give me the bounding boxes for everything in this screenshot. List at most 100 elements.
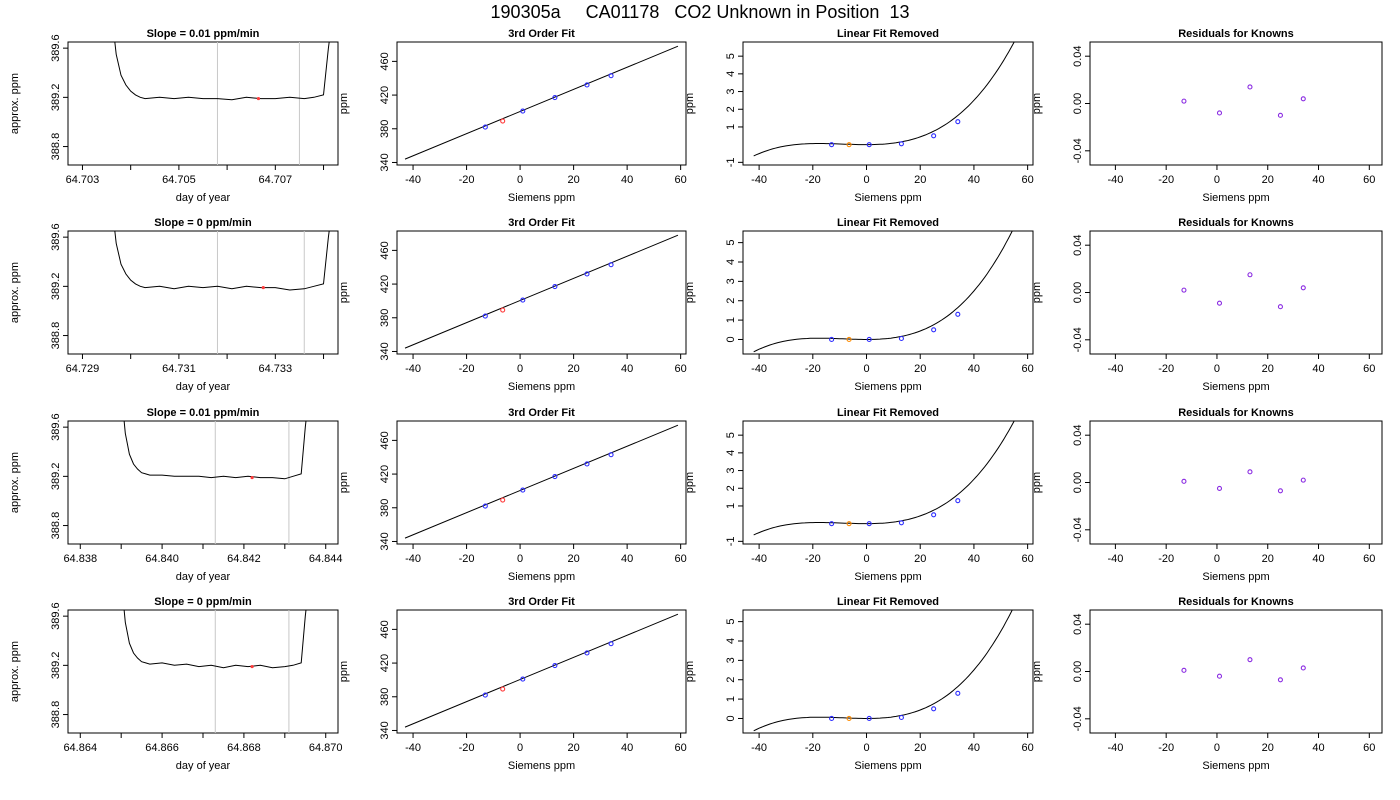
y-tick-label: 1	[725, 503, 737, 509]
y-tick-label: 388.8	[50, 701, 62, 729]
x-tick-label: 0	[517, 742, 523, 754]
x-tick-label: -40	[751, 742, 767, 754]
unknown-point	[846, 715, 852, 722]
x-tick-label: 60	[1363, 363, 1375, 375]
x-axis-label: day of year	[176, 381, 231, 393]
fit-line	[404, 613, 679, 728]
y-tick-label: 3	[725, 88, 737, 94]
x-tick-label: 60	[675, 742, 687, 754]
x-tick-label: 64.731	[162, 363, 196, 375]
x-tick-label: -20	[805, 363, 821, 375]
x-tick-label: 20	[914, 363, 926, 375]
x-tick-label: 40	[1312, 363, 1324, 375]
residual-point	[1216, 110, 1223, 116]
drift-trace	[114, 42, 330, 101]
x-tick-label: -40	[405, 553, 421, 565]
x-tick-label: 40	[968, 742, 980, 754]
unknown-average-marker	[261, 285, 265, 290]
y-tick-label: -1	[725, 157, 737, 167]
y-tick-label: 460	[379, 52, 391, 70]
y-tick-label: 0.00	[1072, 661, 1084, 682]
x-tick-label: 40	[968, 553, 980, 565]
residual-point	[1300, 96, 1306, 102]
residual-point	[1247, 469, 1253, 475]
residual-curve	[753, 610, 1013, 732]
y-axis-label: approx. ppm	[9, 73, 21, 134]
panel-drift-row3: Slope = 0.01 ppm/min day of year approx. p…	[9, 407, 343, 583]
known-point	[931, 133, 937, 139]
panel-lfr-row3: Linear Fit Removed Siemens ppm ppm -40 -20 0 2…	[684, 407, 1034, 583]
y-tick-label: 380	[379, 499, 391, 517]
x-tick-label: -20	[805, 742, 821, 754]
known-point	[931, 327, 937, 333]
panel-title: 3rd Order Fit	[508, 28, 575, 40]
plot-area	[1181, 469, 1306, 494]
plot-frame	[1089, 420, 1383, 545]
y-tick-label: 460	[379, 241, 391, 259]
x-tick-label: -20	[1158, 742, 1174, 754]
residual-point	[1300, 477, 1306, 483]
plot-frame	[1089, 41, 1383, 166]
x-tick-label: 20	[1262, 363, 1274, 375]
known-point	[898, 335, 904, 342]
known-point	[955, 119, 961, 125]
x-tick-label: -40	[405, 174, 421, 186]
x-tick-label: -40	[1107, 174, 1123, 186]
x-tick-label: -40	[751, 363, 767, 375]
y-tick-label: 389.2	[50, 84, 62, 112]
x-tick-label: -20	[805, 553, 821, 565]
y-axis-label: ppm	[338, 282, 350, 303]
y-tick-label: 389.6	[50, 602, 62, 630]
x-axis-label: Siemens ppm	[508, 381, 575, 393]
known-point	[829, 521, 835, 527]
x-tick-label: -40	[751, 553, 767, 565]
panel-title: Linear Fit Removed	[837, 596, 939, 608]
x-tick-label: -40	[405, 363, 421, 375]
known-point	[552, 474, 558, 480]
plot-area	[114, 231, 330, 354]
known-point	[931, 512, 937, 518]
x-tick-label: 64.844	[309, 553, 343, 565]
y-tick-label: -0.04	[1072, 517, 1084, 542]
panel-drift-row1: Slope = 0.01 ppm/min day of year approx. p…	[9, 28, 339, 204]
panel-resid-row3: Residuals for Knowns Siemens ppm ppm -40 -20…	[1031, 407, 1383, 583]
panel-title: Slope = 0 ppm/min	[154, 596, 252, 608]
x-tick-label: 40	[621, 363, 633, 375]
y-tick-label: 0.00	[1072, 472, 1084, 493]
y-tick-label: 389.6	[50, 413, 62, 441]
y-tick-label: 460	[379, 620, 391, 638]
known-point	[829, 715, 835, 722]
y-tick-label: 420	[379, 86, 391, 104]
x-tick-label: 20	[567, 553, 579, 565]
plot-frame	[396, 420, 687, 545]
y-tick-label: 3	[725, 657, 737, 663]
known-point	[520, 487, 526, 493]
x-tick-label: 40	[1312, 174, 1324, 186]
unknown-average-marker	[250, 664, 254, 669]
fit-line	[404, 45, 679, 160]
x-tick-label: -40	[405, 742, 421, 754]
residual-point	[1216, 485, 1223, 491]
y-tick-label: -0.04	[1072, 138, 1084, 163]
known-point	[955, 311, 961, 317]
panel-lfr-row1: Linear Fit Removed Siemens ppm ppm -40 -20 0 2…	[684, 28, 1034, 204]
plot-area	[404, 424, 679, 539]
y-axis-label: approx. ppm	[9, 452, 21, 513]
x-tick-label: -20	[459, 363, 475, 375]
unknown-point	[500, 307, 506, 313]
y-tick-label: 5	[725, 619, 737, 625]
y-tick-label: 1	[725, 124, 737, 130]
x-tick-label: 0	[1214, 742, 1220, 754]
x-tick-label: 0	[1214, 174, 1220, 186]
known-point	[608, 452, 614, 458]
drift-trace	[123, 610, 307, 669]
plot-frame	[67, 609, 339, 734]
known-point	[898, 141, 904, 147]
y-tick-label: 389.6	[50, 223, 62, 251]
residual-curve	[753, 231, 1013, 353]
panel-drift-row2: Slope = 0 ppm/min day of year approx. ppm 6…	[9, 217, 339, 393]
y-tick-label: -0.04	[1072, 706, 1084, 731]
y-tick-label: 389.6	[50, 34, 62, 62]
residual-point	[1300, 285, 1306, 291]
y-axis-label: ppm	[1031, 93, 1043, 114]
